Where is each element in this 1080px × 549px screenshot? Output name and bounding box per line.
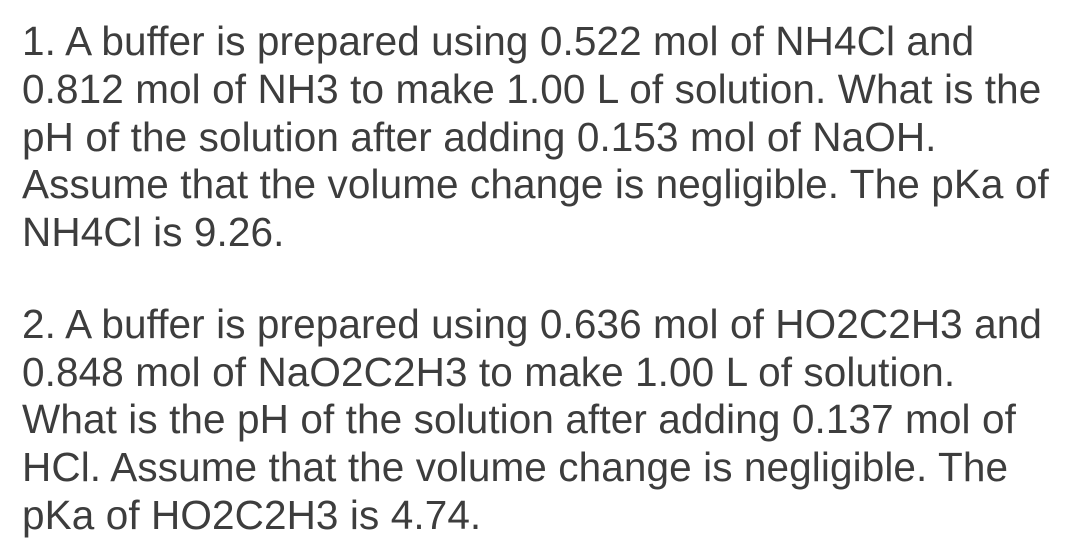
question-2: 2. A buffer is prepared using 0.636 mol … — [22, 301, 1058, 540]
question-1: 1. A buffer is prepared using 0.522 mol … — [22, 18, 1058, 257]
page-container: 1. A buffer is prepared using 0.522 mol … — [0, 0, 1080, 540]
